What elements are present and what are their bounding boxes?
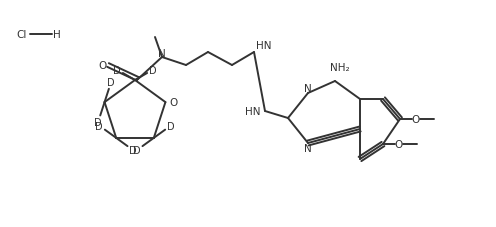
Text: HN: HN (256, 41, 271, 51)
Text: D: D (94, 118, 102, 128)
Text: D: D (107, 78, 115, 88)
Text: D: D (95, 121, 103, 131)
Text: O: O (412, 114, 420, 124)
Text: D: D (167, 121, 175, 131)
Text: H: H (53, 30, 61, 40)
Text: HN: HN (246, 106, 261, 116)
Text: D: D (133, 146, 141, 155)
Text: O: O (98, 61, 106, 71)
Text: N: N (158, 49, 166, 59)
Text: N: N (304, 143, 312, 153)
Text: O: O (169, 98, 178, 108)
Text: D: D (129, 146, 137, 155)
Text: NH₂: NH₂ (330, 63, 350, 73)
Text: D: D (149, 65, 157, 75)
Text: N: N (304, 84, 312, 94)
Text: Cl: Cl (17, 30, 27, 40)
Text: O: O (395, 139, 403, 149)
Text: D: D (113, 65, 121, 75)
